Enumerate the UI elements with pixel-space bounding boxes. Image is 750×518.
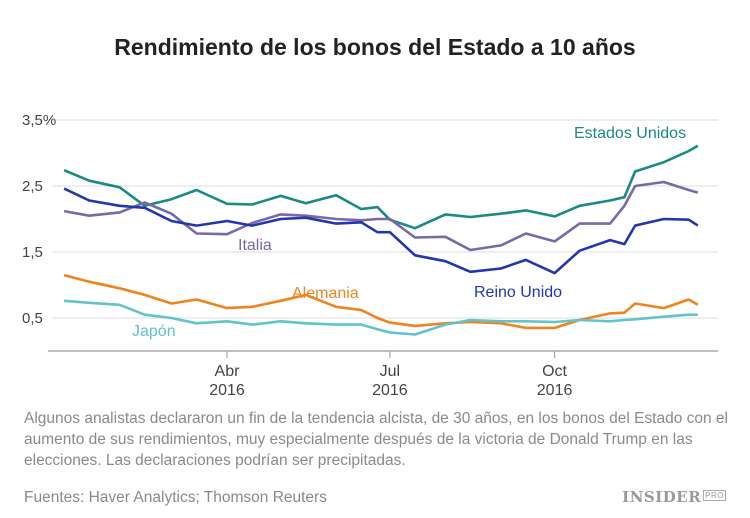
x-tick-sublabel: 2016 <box>537 382 573 399</box>
chart-title: Rendimiento de los bonos del Estado a 10… <box>114 34 636 60</box>
x-tick-label: Jul <box>380 363 400 380</box>
x-tick-sublabel: 2016 <box>372 382 408 399</box>
logo-text: INSIDER <box>622 488 702 506</box>
x-tick-sublabel: 2016 <box>209 382 245 399</box>
series-line-4 <box>63 273 699 330</box>
y-tick-label: 3,5% <box>22 112 56 129</box>
chart-description: Algunos analistas declararon un fin de l… <box>24 410 729 469</box>
series-line-3 <box>63 187 699 275</box>
series-line-2 <box>63 180 699 252</box>
x-tick-label: Oct <box>542 363 567 380</box>
series-label: Estados Unidos <box>574 125 686 142</box>
series-label: Japón <box>132 323 176 340</box>
line-chart: 3,5% 2,5 1,5 0,5 Abr 2016 Jul 2016 Oct 2016 Estado… <box>22 112 718 399</box>
insider-pro-logo: INSIDER PRO <box>622 488 726 506</box>
series-label: Alemania <box>292 285 359 302</box>
series-label: Italia <box>238 237 272 254</box>
y-tick-label: 2,5 <box>22 178 43 195</box>
series-label: Reino Unido <box>474 284 562 301</box>
chart-source: Fuentes: Haver Analytics; Thomson Reuter… <box>24 489 327 506</box>
x-tick-label: Abr <box>215 363 241 380</box>
logo-badge: PRO <box>703 490 726 501</box>
y-tick-label: 0,5 <box>22 310 43 327</box>
series-line-5 <box>63 299 698 336</box>
y-tick-label: 1,5 <box>22 244 43 261</box>
